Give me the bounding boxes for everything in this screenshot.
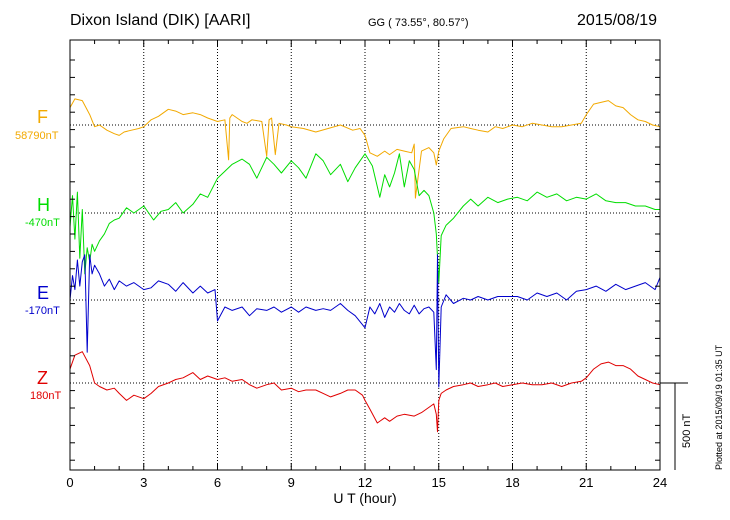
series-baseline-e: -170nT [25,305,60,317]
x-tick-label: 18 [505,475,519,490]
grid-lines [70,40,660,470]
series-line-e [69,254,661,388]
series-line-z [69,351,661,433]
series-label-f: F [37,107,48,127]
x-tick-label: 9 [288,475,295,490]
series-label-h: H [37,195,50,215]
x-tick-label: 24 [653,475,667,490]
series-label-e: E [37,283,50,303]
geographic-coordinates: GG ( 73.55°, 80.57°) [368,17,469,29]
series-baseline-z: 180nT [30,390,62,402]
series-line-h [69,153,660,284]
x-axis-label: U T (hour) [333,490,396,506]
x-tick-label: 21 [579,475,593,490]
x-tick-label: 15 [432,475,446,490]
axis-ticks [69,40,661,470]
series-line-f [69,98,661,199]
plot-frame [69,39,661,471]
series-baseline-h: -470nT [25,217,60,229]
x-tick-label: 6 [214,475,221,490]
scale-bar [660,382,688,470]
series-label-z: Z [37,368,48,388]
plotted-timestamp: Plotted at 2015/09/19 01:35 UT [714,344,724,470]
date-title: 2015/08/19 [577,12,658,29]
series-baseline-f: 58790nT [15,130,59,142]
series-lines [69,98,661,433]
x-tick-label: 12 [358,475,372,490]
x-tick-label: 0 [66,475,73,490]
scale-bar-label: 500 nT [681,413,693,448]
x-tick-label: 3 [140,475,147,490]
station-title: Dixon Island (DIK) [AARI] [70,12,251,29]
